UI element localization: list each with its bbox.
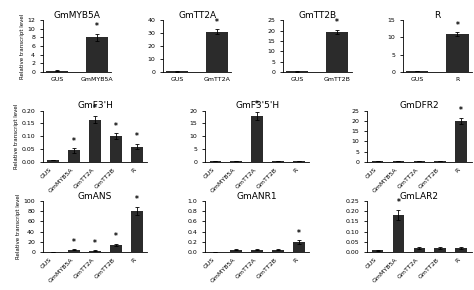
Title: GmANR1: GmANR1 [237, 192, 277, 201]
Bar [251, 250, 263, 252]
Bar [456, 121, 467, 162]
Title: GmF3'H: GmF3'H [77, 102, 113, 110]
Text: *: * [135, 195, 139, 204]
Bar [89, 119, 100, 162]
Bar [272, 250, 284, 252]
Bar [286, 71, 308, 72]
Text: *: * [135, 133, 139, 142]
Text: *: * [336, 18, 339, 27]
Text: *: * [255, 100, 259, 109]
Text: *: * [93, 239, 97, 248]
Text: *: * [215, 18, 219, 27]
Bar [372, 161, 383, 162]
Bar [456, 248, 467, 252]
Bar [435, 161, 446, 162]
Bar [372, 250, 383, 252]
Bar [86, 37, 108, 72]
Text: *: * [297, 229, 301, 238]
Bar [206, 32, 228, 72]
Title: R: R [434, 11, 440, 20]
Title: GmDFR2: GmDFR2 [400, 102, 439, 110]
Bar [110, 136, 122, 162]
Bar [392, 215, 404, 252]
Text: *: * [114, 122, 118, 130]
Bar [166, 71, 188, 72]
Text: *: * [72, 137, 76, 146]
Bar [293, 242, 305, 252]
Bar [131, 147, 143, 162]
Bar [68, 151, 80, 162]
Title: GmANS: GmANS [78, 192, 112, 201]
Y-axis label: Relative transcript level: Relative transcript level [16, 194, 21, 259]
Y-axis label: Relative transcript level: Relative transcript level [20, 13, 25, 79]
Title: GmLAR2: GmLAR2 [400, 192, 439, 201]
Bar [414, 248, 425, 252]
Title: GmTT2A: GmTT2A [178, 11, 216, 20]
Text: *: * [114, 232, 118, 241]
Title: GmTT2B: GmTT2B [298, 11, 336, 20]
Text: *: * [93, 104, 97, 113]
Bar [392, 161, 404, 162]
Bar [326, 32, 348, 72]
Bar [414, 161, 425, 162]
Bar [251, 116, 263, 162]
Text: *: * [456, 21, 459, 30]
Bar [230, 161, 242, 162]
Bar [230, 250, 242, 252]
Title: GmF3'5'H: GmF3'5'H [235, 102, 279, 110]
Bar [406, 71, 428, 72]
Text: *: * [95, 22, 99, 31]
Bar [89, 251, 100, 252]
Bar [435, 248, 446, 252]
Text: *: * [396, 198, 401, 207]
Bar [47, 160, 59, 162]
Bar [210, 161, 221, 162]
Bar [293, 161, 305, 162]
Bar [46, 70, 68, 72]
Title: GmMYB5A: GmMYB5A [54, 11, 100, 20]
Text: *: * [72, 238, 76, 246]
Bar [272, 161, 284, 162]
Text: *: * [459, 106, 463, 115]
Bar [110, 244, 122, 252]
Y-axis label: Relative transcript level: Relative transcript level [14, 104, 19, 169]
Bar [447, 34, 468, 72]
Bar [131, 211, 143, 252]
Bar [68, 250, 80, 252]
